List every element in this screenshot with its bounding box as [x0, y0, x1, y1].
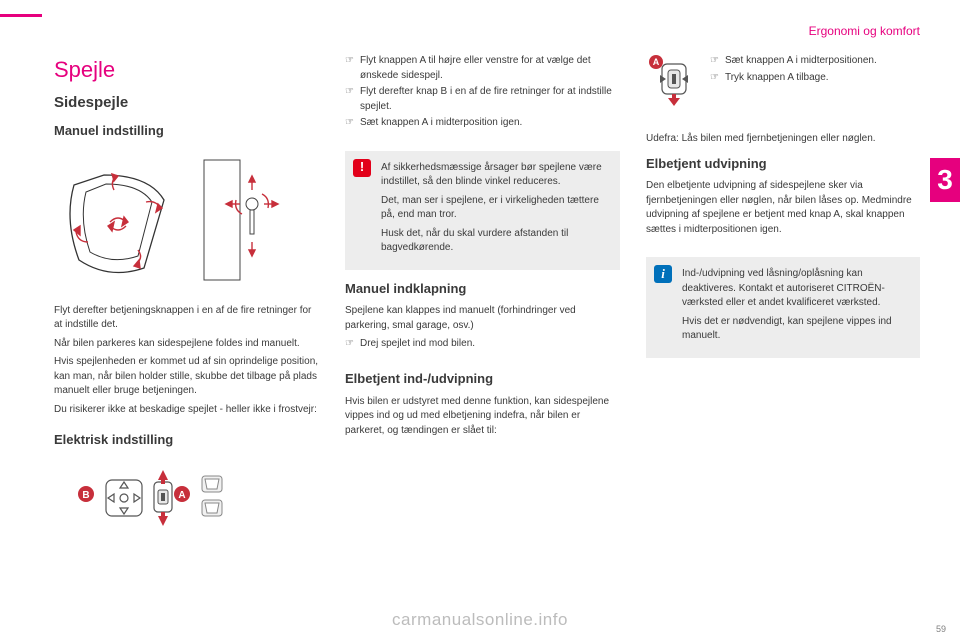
subtitle-side-mirrors: Sidespejle	[54, 92, 319, 114]
heading-manual-adjust: Manuel indstilling	[54, 122, 319, 141]
figure-manual-mirror	[54, 150, 284, 290]
warning-callout: ! Af sikkerhedsmæssige årsager bør spejl…	[345, 151, 620, 270]
p-outside: Udefra: Lås bilen med fjernbetjeningen e…	[646, 132, 920, 147]
svg-text:A: A	[653, 57, 660, 67]
page-number: 59	[936, 624, 946, 634]
p-manual-1: Flyt derefter betjeningsknappen i en af …	[54, 304, 319, 333]
warn-line-1: Af sikkerhedsmæssige årsager bør spejlen…	[381, 161, 610, 190]
svg-text:A: A	[178, 490, 185, 501]
column-2: ☞Flyt knappen A til højre eller venstre …	[345, 54, 620, 538]
bullet-icon: ☞	[345, 337, 354, 352]
bullet-fold: ☞ Drej spejlet ind mod bilen.	[345, 337, 620, 352]
accent-bar	[0, 14, 42, 17]
watermark: carmanualsonline.info	[0, 610, 960, 630]
page-title: Spejle	[54, 54, 319, 86]
info-line-2: Hvis det er nødvendigt, kan spejlene vip…	[682, 315, 910, 344]
info-line-1: Ind-/udvipning ved låsning/oplåsning kan…	[682, 267, 910, 311]
heading-electric-fold: Elbetjent ind-/udvipning	[345, 370, 620, 389]
p-elout: Den elbetjente udvipning af sidespejlene…	[646, 179, 920, 237]
bullet-text: Flyt derefter knap B i en af de fire ret…	[360, 85, 620, 114]
p-manual-3: Hvis spejlenheden er kommet ud af sin op…	[54, 355, 319, 399]
bullet-text: Sæt knappen A i midterpositionen.	[725, 54, 877, 69]
bullet-c2-1: ☞Flyt knappen A til højre eller venstre …	[345, 54, 620, 83]
warn-line-3: Husk det, når du skal vurdere afstanden …	[381, 227, 610, 256]
bullet-c2-3: ☞ Sæt knappen A i midterposition igen.	[345, 116, 620, 131]
content-columns: Spejle Sidespejle Manuel indstilling	[54, 54, 920, 538]
bullet-icon: ☞	[710, 54, 719, 69]
warning-icon: !	[353, 159, 371, 177]
bullet-c3-2: ☞ Tryk knappen A tilbage.	[710, 71, 920, 86]
figure-rocker-a: A	[646, 54, 702, 110]
bullet-icon: ☞	[345, 85, 354, 114]
column-3: A ☞ Sæt knappen A i midterpositionen. ☞ Tr…	[646, 54, 920, 538]
bullet-icon: ☞	[345, 54, 354, 83]
chapter-tab: 3	[930, 158, 960, 202]
bullet-c2-2: ☞Flyt derefter knap B i en af de fire re…	[345, 85, 620, 114]
p-manual-4: Du risikerer ikke at beskadige spejlet -…	[54, 403, 319, 418]
info-icon: i	[654, 265, 672, 283]
p-elfold: Hvis bilen er udstyret med denne funktio…	[345, 395, 620, 439]
bullet-icon: ☞	[710, 71, 719, 86]
p-manual-2: Når bilen parkeres kan sidespejlene fold…	[54, 337, 319, 352]
bullet-text: Tryk knappen A tilbage.	[725, 71, 829, 86]
figure-electric-switch: B A	[74, 462, 244, 532]
bullet-text: Sæt knappen A i midterposition igen.	[360, 116, 522, 131]
bullet-text: Drej spejlet ind mod bilen.	[360, 337, 475, 352]
svg-text:B: B	[82, 490, 89, 501]
p-fold-1: Spejlene kan klappes ind manuelt (forhin…	[345, 304, 620, 333]
info-callout: i Ind-/udvipning ved låsning/oplåsning k…	[646, 257, 920, 358]
bullet-text: Flyt knappen A til højre eller venstre f…	[360, 54, 620, 83]
heading-electric-adjust: Elektrisk indstilling	[54, 431, 319, 450]
bullet-icon: ☞	[345, 116, 354, 131]
warn-line-2: Det, man ser i spejlene, er i virkelighe…	[381, 194, 610, 223]
column-1: Spejle Sidespejle Manuel indstilling	[54, 54, 319, 538]
bullet-c3-1: ☞ Sæt knappen A i midterpositionen.	[710, 54, 920, 69]
header-category: Ergonomi og komfort	[809, 24, 920, 38]
heading-electric-unfold: Elbetjent udvipning	[646, 155, 920, 174]
heading-manual-fold: Manuel indklapning	[345, 280, 620, 299]
